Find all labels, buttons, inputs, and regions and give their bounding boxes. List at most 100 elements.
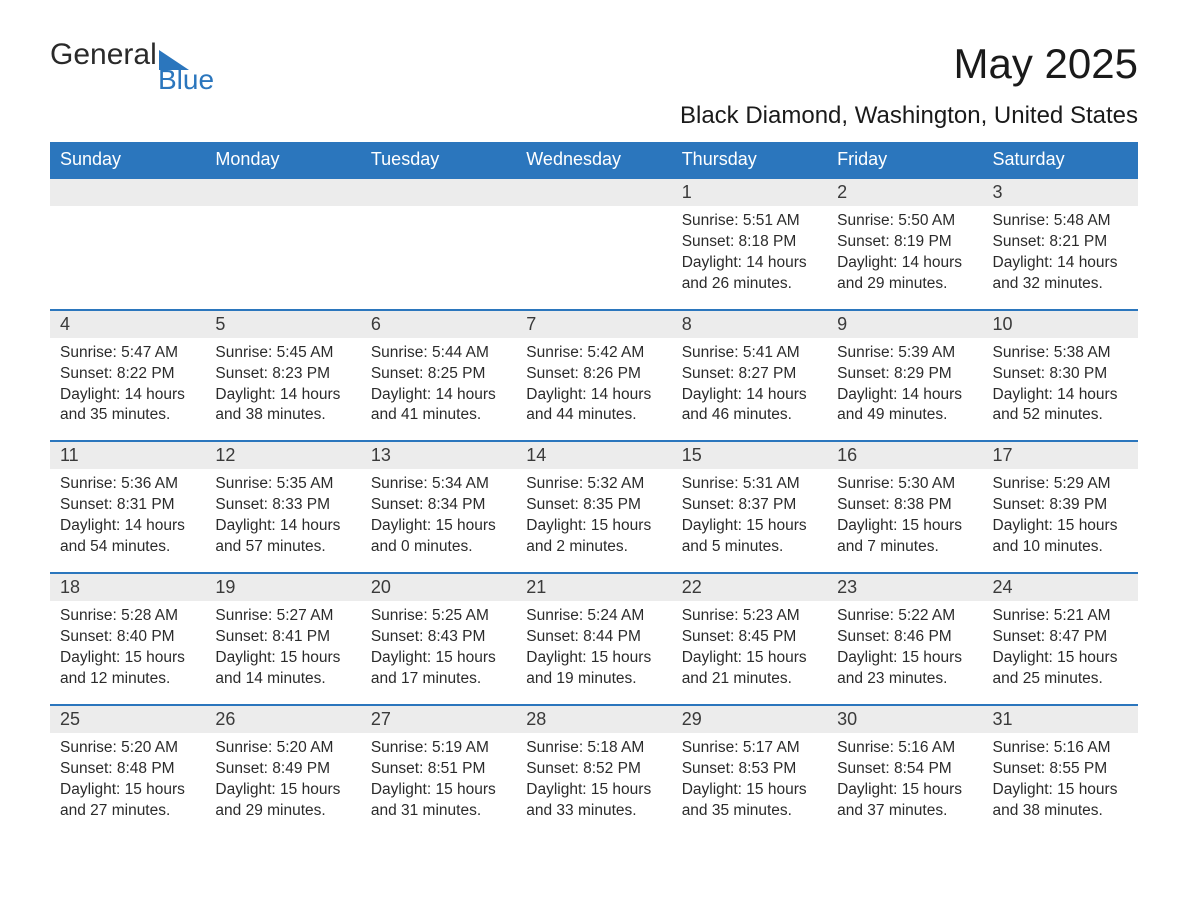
calendar-cell: . [516, 177, 671, 309]
day-number-row: 9 [827, 309, 982, 338]
calendar-cell: 11Sunrise: 5:36 AMSunset: 8:31 PMDayligh… [50, 440, 205, 572]
day-number-row: 27 [361, 704, 516, 733]
calendar-cell: 7Sunrise: 5:42 AMSunset: 8:26 PMDaylight… [516, 309, 671, 441]
daylight-line-2: and 33 minutes. [526, 801, 661, 822]
day-number: 29 [672, 706, 827, 733]
daylight-line-1: Daylight: 15 hours [993, 516, 1128, 537]
day-number-row: 15 [672, 440, 827, 469]
daylight-line-2: and 17 minutes. [371, 669, 506, 690]
calendar-cell: . [50, 177, 205, 309]
daylight-line-2: and 14 minutes. [215, 669, 350, 690]
day-details: Sunrise: 5:41 AMSunset: 8:27 PMDaylight:… [672, 338, 827, 441]
day-number: 18 [50, 574, 205, 601]
daylight-line-2: and 12 minutes. [60, 669, 195, 690]
sunrise-line: Sunrise: 5:18 AM [526, 738, 661, 759]
calendar-cell: 27Sunrise: 5:19 AMSunset: 8:51 PMDayligh… [361, 704, 516, 836]
sunrise-line: Sunrise: 5:35 AM [215, 474, 350, 495]
day-number: 30 [827, 706, 982, 733]
sunrise-line: Sunrise: 5:39 AM [837, 343, 972, 364]
day-number: 3 [983, 179, 1138, 206]
day-details: Sunrise: 5:27 AMSunset: 8:41 PMDaylight:… [205, 601, 360, 704]
sunrise-line: Sunrise: 5:28 AM [60, 606, 195, 627]
weekday-header-row: SundayMondayTuesdayWednesdayThursdayFrid… [50, 142, 1138, 177]
calendar-cell: 4Sunrise: 5:47 AMSunset: 8:22 PMDaylight… [50, 309, 205, 441]
daylight-line-2: and 25 minutes. [993, 669, 1128, 690]
day-number: 27 [361, 706, 516, 733]
daylight-line-1: Daylight: 15 hours [60, 648, 195, 669]
daylight-line-2: and 46 minutes. [682, 405, 817, 426]
calendar-cell: 10Sunrise: 5:38 AMSunset: 8:30 PMDayligh… [983, 309, 1138, 441]
sunset-line: Sunset: 8:45 PM [682, 627, 817, 648]
daylight-line-2: and 49 minutes. [837, 405, 972, 426]
sunset-line: Sunset: 8:54 PM [837, 759, 972, 780]
calendar-cell: 16Sunrise: 5:30 AMSunset: 8:38 PMDayligh… [827, 440, 982, 572]
daylight-line-1: Daylight: 15 hours [526, 516, 661, 537]
day-number-row: 23 [827, 572, 982, 601]
sunset-line: Sunset: 8:27 PM [682, 364, 817, 385]
brand-logo: General Blue [50, 40, 214, 94]
day-number-row: 19 [205, 572, 360, 601]
sunset-line: Sunset: 8:39 PM [993, 495, 1128, 516]
weekday-header: Tuesday [361, 142, 516, 177]
day-number-row: 24 [983, 572, 1138, 601]
day-details: Sunrise: 5:34 AMSunset: 8:34 PMDaylight:… [361, 469, 516, 572]
day-number-row: . [205, 177, 360, 206]
day-details: Sunrise: 5:18 AMSunset: 8:52 PMDaylight:… [516, 733, 671, 836]
calendar-cell: 25Sunrise: 5:20 AMSunset: 8:48 PMDayligh… [50, 704, 205, 836]
day-details: Sunrise: 5:16 AMSunset: 8:54 PMDaylight:… [827, 733, 982, 836]
day-details: Sunrise: 5:30 AMSunset: 8:38 PMDaylight:… [827, 469, 982, 572]
daylight-line-1: Daylight: 14 hours [837, 385, 972, 406]
day-details: Sunrise: 5:25 AMSunset: 8:43 PMDaylight:… [361, 601, 516, 704]
calendar-table: SundayMondayTuesdayWednesdayThursdayFrid… [50, 142, 1138, 835]
daylight-line-2: and 54 minutes. [60, 537, 195, 558]
calendar-cell: 31Sunrise: 5:16 AMSunset: 8:55 PMDayligh… [983, 704, 1138, 836]
sunrise-line: Sunrise: 5:16 AM [837, 738, 972, 759]
sunset-line: Sunset: 8:19 PM [837, 232, 972, 253]
calendar-cell: 20Sunrise: 5:25 AMSunset: 8:43 PMDayligh… [361, 572, 516, 704]
sunrise-line: Sunrise: 5:47 AM [60, 343, 195, 364]
daylight-line-1: Daylight: 15 hours [60, 780, 195, 801]
day-details: Sunrise: 5:45 AMSunset: 8:23 PMDaylight:… [205, 338, 360, 441]
day-details: Sunrise: 5:39 AMSunset: 8:29 PMDaylight:… [827, 338, 982, 441]
daylight-line-2: and 23 minutes. [837, 669, 972, 690]
daylight-line-1: Daylight: 14 hours [682, 385, 817, 406]
daylight-line-2: and 44 minutes. [526, 405, 661, 426]
daylight-line-1: Daylight: 15 hours [993, 648, 1128, 669]
daylight-line-1: Daylight: 14 hours [60, 516, 195, 537]
day-number: 17 [983, 442, 1138, 469]
calendar-cell: 24Sunrise: 5:21 AMSunset: 8:47 PMDayligh… [983, 572, 1138, 704]
day-number: 11 [50, 442, 205, 469]
calendar-row: 25Sunrise: 5:20 AMSunset: 8:48 PMDayligh… [50, 704, 1138, 836]
calendar-cell: 3Sunrise: 5:48 AMSunset: 8:21 PMDaylight… [983, 177, 1138, 309]
calendar-cell: 26Sunrise: 5:20 AMSunset: 8:49 PMDayligh… [205, 704, 360, 836]
calendar-cell: 9Sunrise: 5:39 AMSunset: 8:29 PMDaylight… [827, 309, 982, 441]
day-number: 19 [205, 574, 360, 601]
day-number: 12 [205, 442, 360, 469]
day-number: 28 [516, 706, 671, 733]
sunset-line: Sunset: 8:22 PM [60, 364, 195, 385]
day-number: 6 [361, 311, 516, 338]
sunset-line: Sunset: 8:41 PM [215, 627, 350, 648]
daylight-line-2: and 29 minutes. [837, 274, 972, 295]
day-number: 22 [672, 574, 827, 601]
day-details: Sunrise: 5:51 AMSunset: 8:18 PMDaylight:… [672, 206, 827, 309]
sunrise-line: Sunrise: 5:21 AM [993, 606, 1128, 627]
calendar-cell: 13Sunrise: 5:34 AMSunset: 8:34 PMDayligh… [361, 440, 516, 572]
weekday-header: Sunday [50, 142, 205, 177]
daylight-line-2: and 29 minutes. [215, 801, 350, 822]
day-number-row: . [516, 177, 671, 206]
daylight-line-1: Daylight: 15 hours [993, 780, 1128, 801]
calendar-cell: 14Sunrise: 5:32 AMSunset: 8:35 PMDayligh… [516, 440, 671, 572]
sunrise-line: Sunrise: 5:22 AM [837, 606, 972, 627]
daylight-line-2: and 2 minutes. [526, 537, 661, 558]
day-number: 9 [827, 311, 982, 338]
daylight-line-2: and 38 minutes. [993, 801, 1128, 822]
daylight-line-1: Daylight: 14 hours [993, 385, 1128, 406]
day-number-row: 8 [672, 309, 827, 338]
sunset-line: Sunset: 8:18 PM [682, 232, 817, 253]
day-number: 13 [361, 442, 516, 469]
calendar-cell: 1Sunrise: 5:51 AMSunset: 8:18 PMDaylight… [672, 177, 827, 309]
daylight-line-2: and 52 minutes. [993, 405, 1128, 426]
day-details: Sunrise: 5:20 AMSunset: 8:49 PMDaylight:… [205, 733, 360, 836]
day-number: 5 [205, 311, 360, 338]
